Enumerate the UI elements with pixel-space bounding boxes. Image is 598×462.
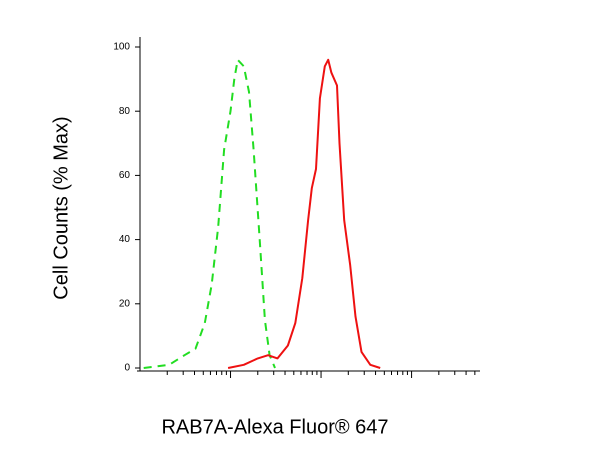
y-tick-label: 20: [119, 298, 131, 309]
series-line: [227, 58, 381, 369]
y-tick-label: 80: [119, 106, 131, 117]
y-axis-title: Cell Counts (% Max): [50, 116, 72, 299]
y-tick-label: 60: [119, 170, 131, 181]
y-tick-label: 40: [119, 234, 131, 245]
y-tick-label: 100: [113, 42, 130, 53]
y-tick-label: 0: [124, 363, 130, 374]
series-line: [143, 58, 276, 369]
x-axis-title: RAB7A-Alexa Fluor® 647: [161, 416, 388, 438]
